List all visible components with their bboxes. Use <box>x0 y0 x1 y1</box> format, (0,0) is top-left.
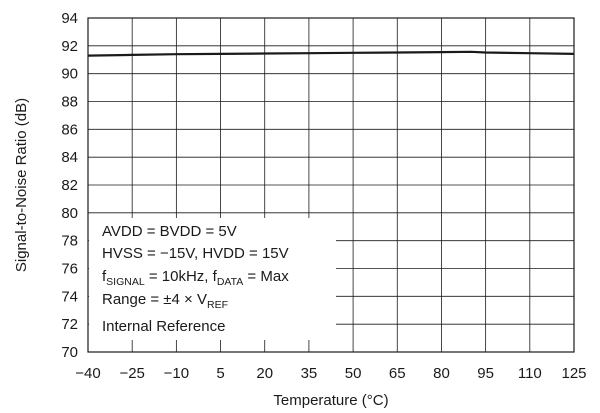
snr-series-line <box>87 50 575 57</box>
y-tick-label: 92 <box>61 38 78 55</box>
y-tick-label: 82 <box>61 177 78 194</box>
y-tick-label: 90 <box>61 66 78 83</box>
x-tick-label: 50 <box>345 365 362 382</box>
y-tick-label: 88 <box>61 94 78 111</box>
annotation-sub-signal: SIGNAL <box>106 276 145 288</box>
annotation-signal-frequency: fSIGNAL = 10kHz, fDATA = Max <box>102 268 289 288</box>
y-tick-label: 72 <box>61 316 78 333</box>
x-tick-label: −40 <box>75 365 100 382</box>
conditions-annotation: AVDD = BVDD = 5V HVSS = −15V, HVDD = 15V… <box>102 223 289 335</box>
annotation-high-voltage-supplies: HVSS = −15V, HVDD = 15V <box>102 245 289 262</box>
annotation-f1: f <box>102 268 107 285</box>
tick-labels: 70 72 74 76 78 80 82 84 86 88 90 92 94 −40 −25 −10 5 20 35… <box>61 10 586 382</box>
y-tick-label: 74 <box>61 288 78 305</box>
annotation-range: Range = ±4 × VREF <box>102 291 228 311</box>
annotation-internal-reference: Internal Reference <box>102 318 225 335</box>
annotation-background <box>89 218 336 340</box>
x-tick-label: 110 <box>518 365 542 382</box>
annotation-range-pre: Range = ±4 × V <box>102 291 207 308</box>
x-tick-label: 35 <box>301 365 318 382</box>
annotation-end: = Max <box>243 268 289 285</box>
x-tick-label: 95 <box>477 365 494 382</box>
annotation-range-sub: REF <box>207 299 228 311</box>
y-tick-label: 76 <box>61 261 78 278</box>
x-tick-label: −10 <box>164 365 189 382</box>
y-tick-label: 80 <box>61 205 78 222</box>
data-series <box>87 50 575 57</box>
x-tick-label: 65 <box>389 365 406 382</box>
y-tick-label: 84 <box>61 149 78 166</box>
grid-lines <box>88 18 574 352</box>
plot-frame <box>87 17 575 353</box>
x-axis-title: Temperature (°C) <box>273 392 388 409</box>
annotation-mid: = 10kHz, f <box>145 268 218 285</box>
y-tick-label: 94 <box>61 10 78 27</box>
y-axis-title: Signal-to-Noise Ratio (dB) <box>13 98 30 272</box>
x-tick-label: 5 <box>216 365 224 382</box>
annotation-sub-data: DATA <box>217 276 243 288</box>
y-tick-label: 70 <box>61 344 78 361</box>
annotation-supply-voltage: AVDD = BVDD = 5V <box>102 223 237 240</box>
y-tick-label: 78 <box>61 233 78 250</box>
x-tick-label: 20 <box>256 365 273 382</box>
x-tick-label: 80 <box>433 365 450 382</box>
x-tick-label: 125 <box>561 365 586 382</box>
x-tick-label: −25 <box>119 365 144 382</box>
y-tick-label: 86 <box>61 121 78 138</box>
